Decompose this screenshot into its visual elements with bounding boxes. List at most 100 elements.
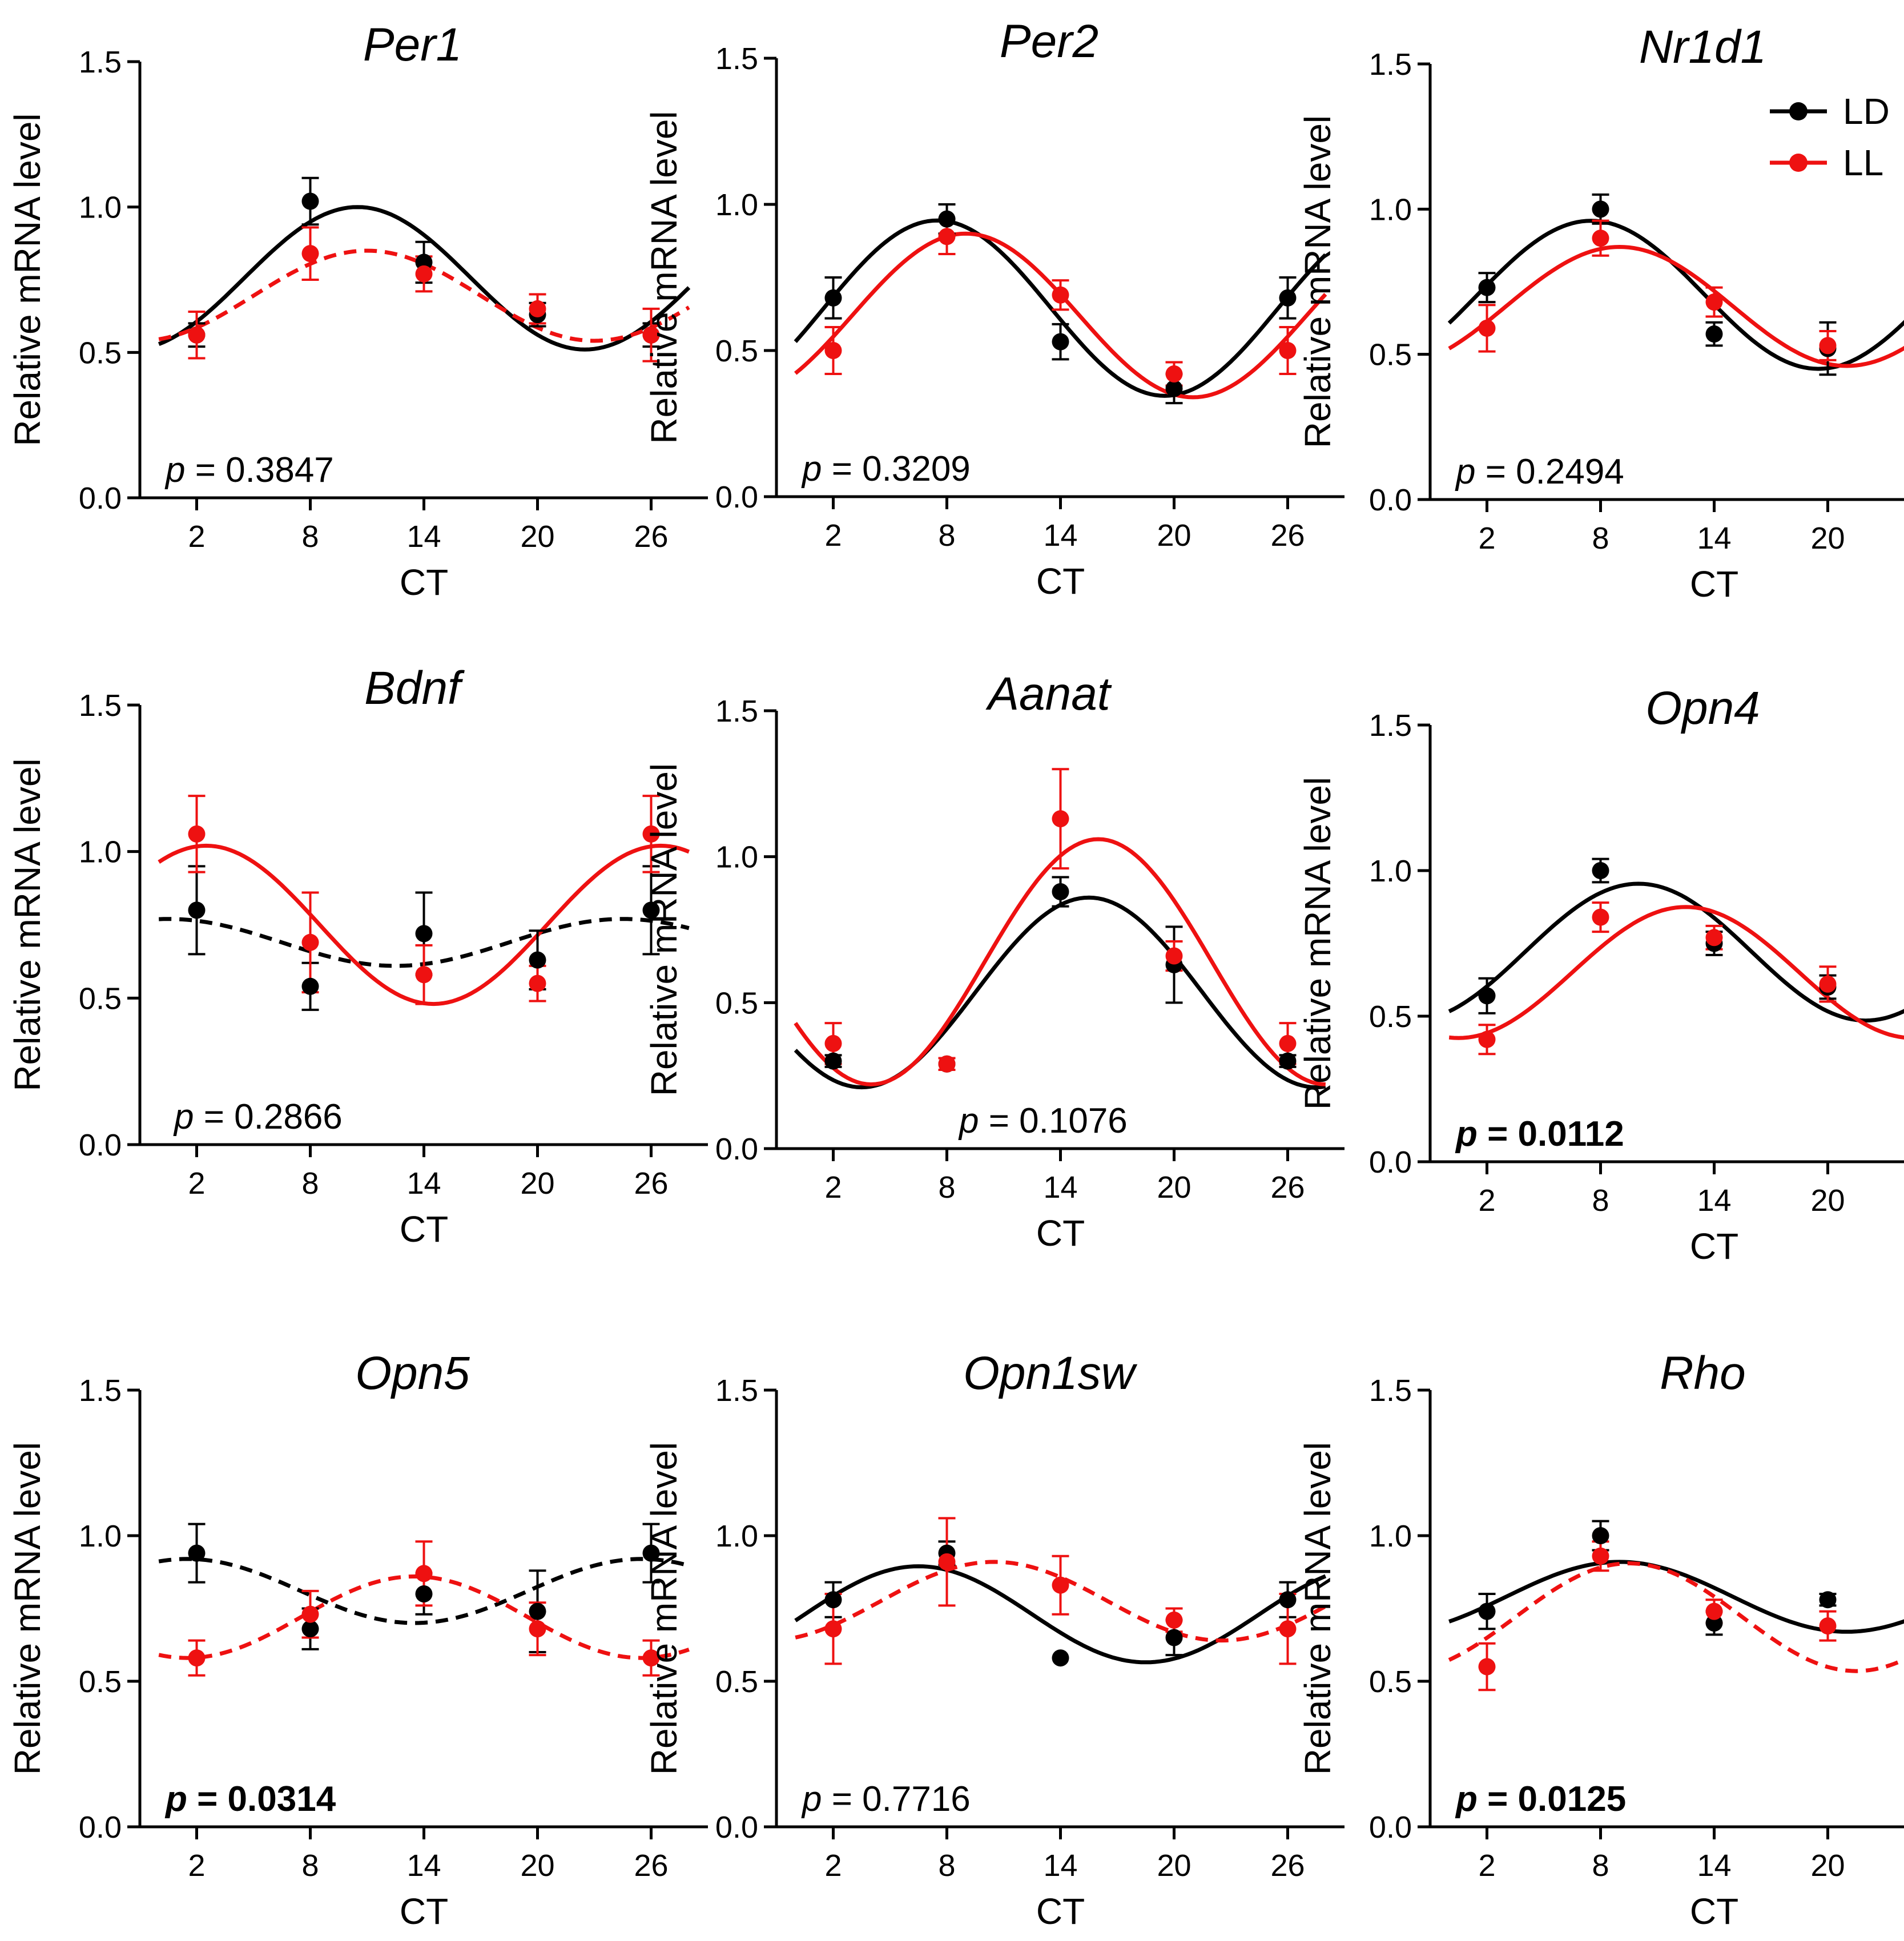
data-point-ld [1478, 279, 1496, 296]
x-tick-label: 14 [1043, 518, 1077, 553]
x-tick-label: 8 [1592, 521, 1609, 555]
y-tick-label: 0.0 [1369, 1145, 1412, 1179]
legend-marker-ld [1789, 102, 1808, 120]
data-point-ll [1819, 337, 1837, 355]
data-point-ll [824, 1620, 842, 1638]
x-axis-label: CT [1690, 1226, 1738, 1267]
p-value: p = 0.3847 [164, 450, 334, 490]
data-point-ll [415, 966, 433, 984]
p-value: p = 0.2494 [1455, 452, 1624, 492]
data-point-ld [301, 1620, 319, 1638]
x-axis-label: CT [400, 562, 448, 603]
data-point-ll [938, 228, 956, 245]
data-point-ll [1279, 342, 1297, 359]
data-point-ll [642, 326, 660, 344]
y-tick-label: 0.0 [79, 1128, 122, 1162]
x-tick-label: 14 [406, 520, 441, 554]
panel-opn5: 0.0 0.5 1.0 1.5 2 8 14 20 26 CT Relative mRNA leve… [7, 1347, 708, 1932]
x-tick-label: 2 [1478, 1849, 1495, 1883]
x-tick-label: 8 [1592, 1849, 1609, 1883]
y-tick-label: 1.0 [79, 191, 122, 225]
data-point-ll [938, 1553, 956, 1570]
data-point-ld [188, 1544, 206, 1562]
x-tick-label: 14 [1043, 1849, 1077, 1883]
x-axis-label: CT [1036, 561, 1085, 602]
fit-curve-ll [158, 1574, 690, 1660]
x-tick-label: 2 [1478, 1183, 1495, 1218]
p-value: p = 0.2866 [173, 1097, 343, 1137]
y-axis-label: Relative mRNA level [1297, 115, 1338, 448]
data-point-ll [1705, 293, 1723, 311]
data-point-ld [1705, 325, 1723, 343]
panel-title: Per1 [363, 19, 462, 71]
fit-curve-ll [158, 248, 690, 343]
panel-title: Aanat [985, 668, 1112, 720]
fit-curve-ll [1448, 1561, 1904, 1673]
y-tick-label: 0.5 [79, 981, 122, 1016]
y-axis-label: Relative mRNA level [643, 1442, 685, 1775]
y-tick-label: 1.0 [715, 840, 758, 875]
data-point-ld [1279, 289, 1297, 307]
x-tick-label: 14 [1697, 1849, 1731, 1883]
data-point-ld [1592, 200, 1609, 218]
data-point-ll [1705, 1602, 1723, 1620]
data-point-ll [1478, 319, 1496, 337]
data-point-ll [1592, 908, 1609, 926]
x-tick-label: 8 [301, 1849, 319, 1883]
legend-label-ll: LL [1843, 142, 1883, 183]
data-point-ll [1478, 1658, 1496, 1676]
y-axis-label: Relative mRNA level [1297, 777, 1338, 1110]
x-tick-label: 14 [1697, 521, 1731, 555]
y-axis-label: Relative mRNA level [1297, 1442, 1338, 1775]
y-axis-label: Relative mRNA level [7, 113, 48, 446]
p-value: p = 0.1076 [958, 1101, 1128, 1141]
y-tick-label: 0.5 [715, 1665, 758, 1699]
y-tick-label: 0.5 [715, 986, 758, 1020]
data-point-ll [1592, 229, 1609, 247]
y-axis-label: Relative mRNA level [7, 1442, 48, 1775]
data-point-ld [642, 1544, 660, 1562]
data-point-ll [1478, 1030, 1496, 1048]
data-point-ld [1052, 883, 1069, 901]
panel-per2: 0.0 0.5 1.0 1.5 2 8 14 20 26 CT Relative mRNA leve… [643, 15, 1345, 602]
data-point-ld [1165, 380, 1183, 397]
panel-opn1sw: 0.0 0.5 1.0 1.5 2 8 14 20 26 CT Relative mRNA leve… [643, 1347, 1345, 1932]
y-tick-label: 0.0 [715, 480, 758, 514]
y-tick-label: 1.5 [79, 45, 122, 79]
y-tick-label: 0.5 [1369, 338, 1412, 372]
p-value: p = 0.0125 [1455, 1779, 1626, 1819]
data-point-ld [529, 951, 546, 969]
data-point-ld [1052, 333, 1069, 351]
y-tick-label: 1.0 [715, 1519, 758, 1553]
data-point-ll [188, 1649, 206, 1667]
data-point-ll [301, 245, 319, 263]
y-tick-label: 1.5 [79, 688, 122, 723]
data-point-ld [642, 901, 660, 919]
x-axis-label: CT [1036, 1891, 1085, 1932]
x-axis-label: CT [400, 1209, 448, 1250]
y-tick-label: 0.5 [79, 336, 122, 370]
data-point-ll [529, 300, 546, 317]
y-tick-label: 0.0 [715, 1810, 758, 1845]
x-tick-label: 8 [1592, 1183, 1609, 1218]
y-tick-label: 1.5 [715, 1374, 758, 1408]
y-tick-label: 0.5 [715, 334, 758, 368]
y-tick-label: 0.5 [79, 1665, 122, 1699]
panel-title: Opn4 [1645, 682, 1760, 734]
data-point-ld [1478, 987, 1496, 1005]
data-point-ld [824, 1591, 842, 1609]
x-tick-label: 8 [938, 1170, 955, 1205]
x-axis-label: CT [1690, 1891, 1738, 1932]
y-tick-label: 1.0 [1369, 1519, 1412, 1553]
y-tick-label: 1.5 [1369, 708, 1412, 743]
x-tick-label: 2 [824, 518, 842, 553]
panel-title: Nr1d1 [1639, 21, 1766, 73]
panel-bdnf: 0.0 0.5 1.0 1.5 2 8 14 20 26 CT Relative mRNA leve… [7, 662, 708, 1250]
fit-curve-ld [1448, 881, 1904, 1023]
panel-aanat: 0.0 0.5 1.0 1.5 2 8 14 20 26 CT Relative mRNA leve… [643, 668, 1345, 1254]
fit-curve-ll [795, 1560, 1327, 1643]
x-tick-label: 26 [1270, 1849, 1305, 1883]
